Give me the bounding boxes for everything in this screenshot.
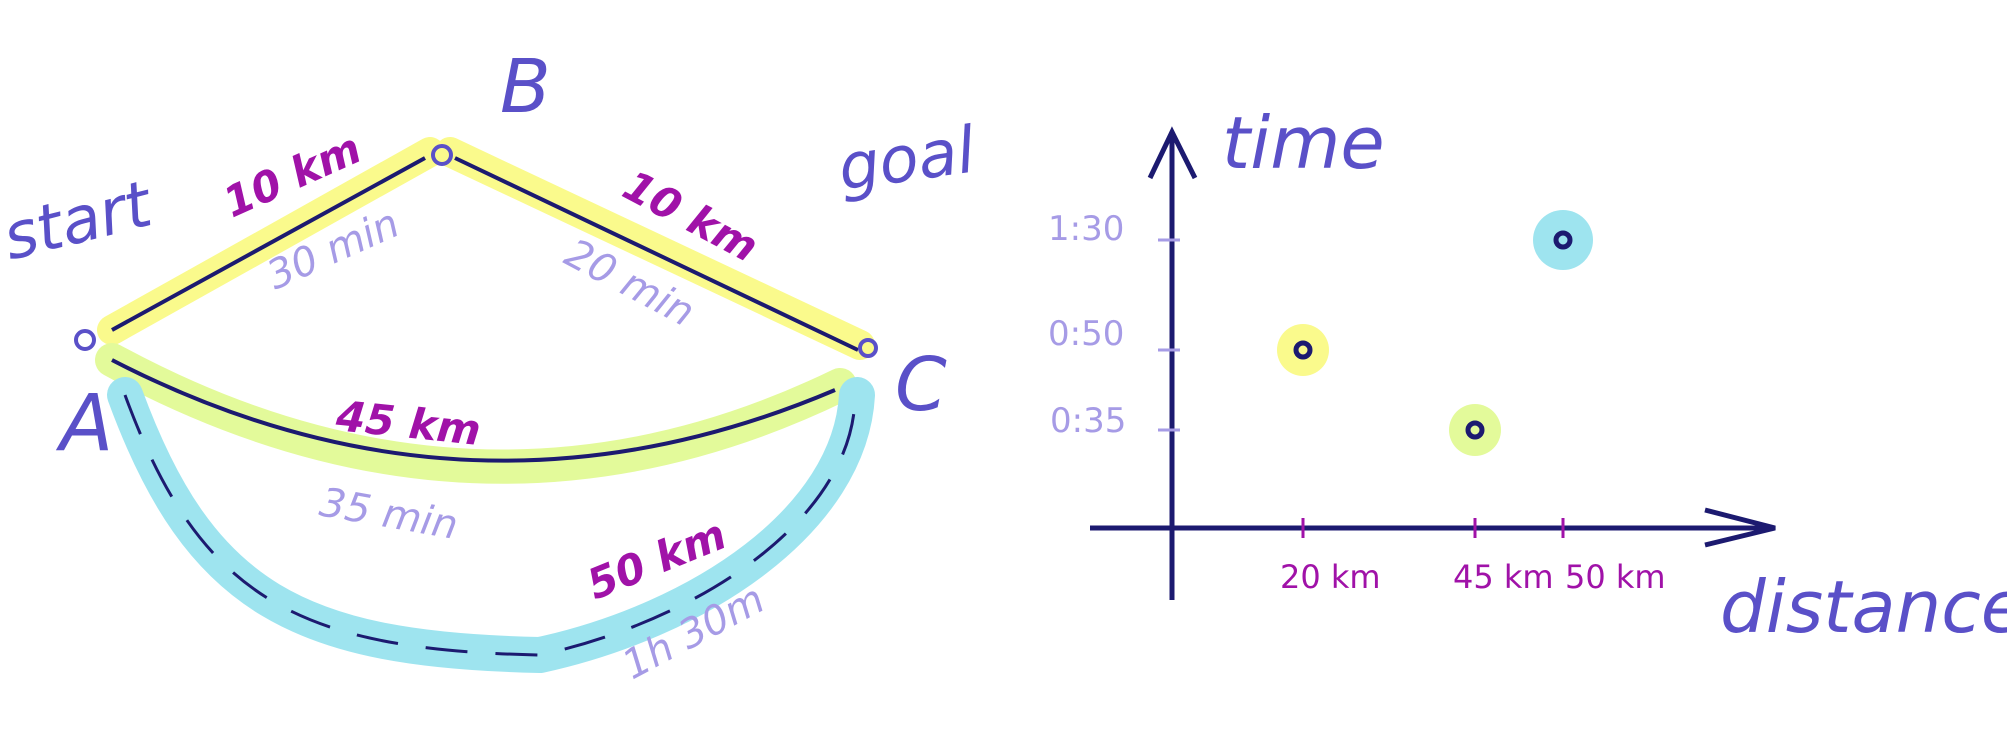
x-tick-label-1: 20 km [1280, 558, 1381, 596]
line-a-c-lower [111, 358, 836, 463]
x-axis-label: distance [1720, 565, 2007, 649]
y-tick-label-1: 1:30 [1048, 209, 1124, 249]
y-axis-label: time [1222, 101, 1385, 185]
route-map: start goal A B C 10 km 30 min 10 km 20 m… [0, 44, 980, 689]
scatter-point-halo-1 [1277, 324, 1329, 376]
scatter-point-1 [1293, 340, 1313, 360]
label-goal: goal [834, 113, 980, 205]
line-bottom-dashed [123, 394, 857, 657]
line-a-b [111, 156, 426, 332]
y-tick-label-3: 0:35 [1050, 401, 1126, 441]
route-lower-time: 35 min [316, 480, 461, 549]
label-b: B [500, 44, 551, 130]
scatter-point-3 [1553, 230, 1573, 250]
node-b-dot [431, 144, 453, 166]
x-tick-label-3: 50 km [1565, 558, 1666, 596]
label-start: start [0, 167, 161, 276]
scatter-point-halo-2 [1449, 404, 1501, 456]
x-axis-arrowhead [1704, 507, 1776, 548]
x-tick-label-2: 45 km [1453, 558, 1554, 596]
highlight-route-b-c [435, 137, 875, 360]
scatter-point-2 [1465, 420, 1485, 440]
y-tick-label-2: 0:50 [1048, 314, 1124, 354]
scatter-chart: time distance 1:30 0:50 0:35 20 km 45 km… [1048, 101, 2007, 649]
y-axis-arrowhead [1147, 126, 1198, 180]
scatter-points [1277, 210, 1593, 456]
node-a-dot [74, 329, 96, 351]
node-c-dot [858, 338, 878, 358]
scatter-point-halo-3 [1533, 210, 1593, 270]
label-c: C [895, 342, 947, 428]
label-a: A [55, 379, 113, 469]
line-b-c [454, 156, 859, 352]
